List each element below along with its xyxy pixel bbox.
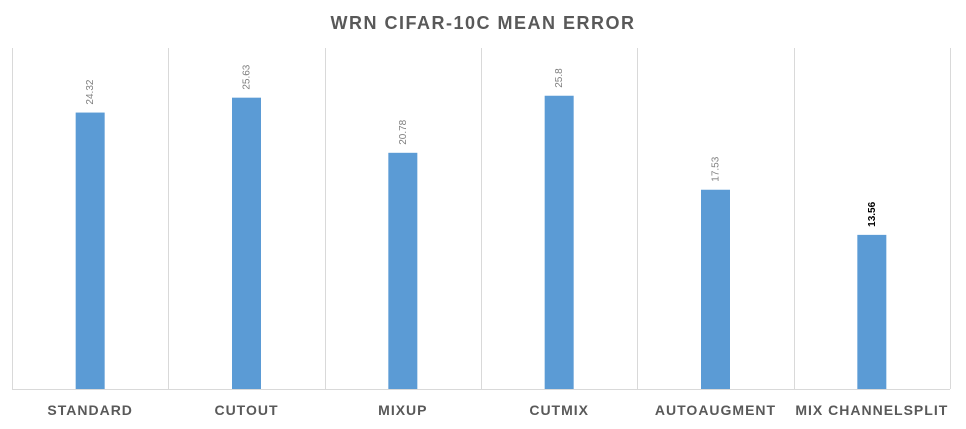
bar-autoaugment [701, 189, 730, 389]
category-label-standard: STANDARD [47, 402, 133, 418]
category-label-autoaugment: AUTOAUGMENT [655, 402, 776, 418]
data-label-standard: 24.32 [85, 79, 96, 104]
bar-cutmix [544, 95, 574, 390]
category-label-cutout: CUTOUT [214, 402, 278, 418]
data-label-mix-channelsplit: 13.56 [867, 201, 878, 226]
value-labels-layer: 24.32 25.63 20.78 25.8 17.53 13.56 [85, 64, 878, 227]
bars-layer [75, 95, 887, 390]
category-label-cutmix: CUTMIX [529, 402, 589, 418]
category-label-mixup: MIXUP [378, 402, 427, 418]
bar-standard [75, 112, 105, 389]
bar-mixup [388, 152, 418, 389]
bar-cutout [232, 97, 261, 389]
data-label-cutmix: 25.8 [554, 68, 565, 88]
grid-layer [12, 48, 951, 390]
category-labels-layer: STANDARD CUTOUT MIXUP CUTMIX AUTOAUGMENT MIX … [47, 402, 948, 418]
category-label-mix-channelsplit: MIX CHANNELSPLIT [795, 402, 948, 418]
data-label-mixup: 20.78 [398, 119, 409, 144]
bar-mix-channelsplit [857, 234, 887, 389]
data-label-autoaugment: 17.53 [711, 156, 722, 181]
chart-title: WRN CIFAR-10C MEAN ERROR [330, 13, 635, 33]
data-label-cutout: 25.63 [242, 64, 253, 89]
